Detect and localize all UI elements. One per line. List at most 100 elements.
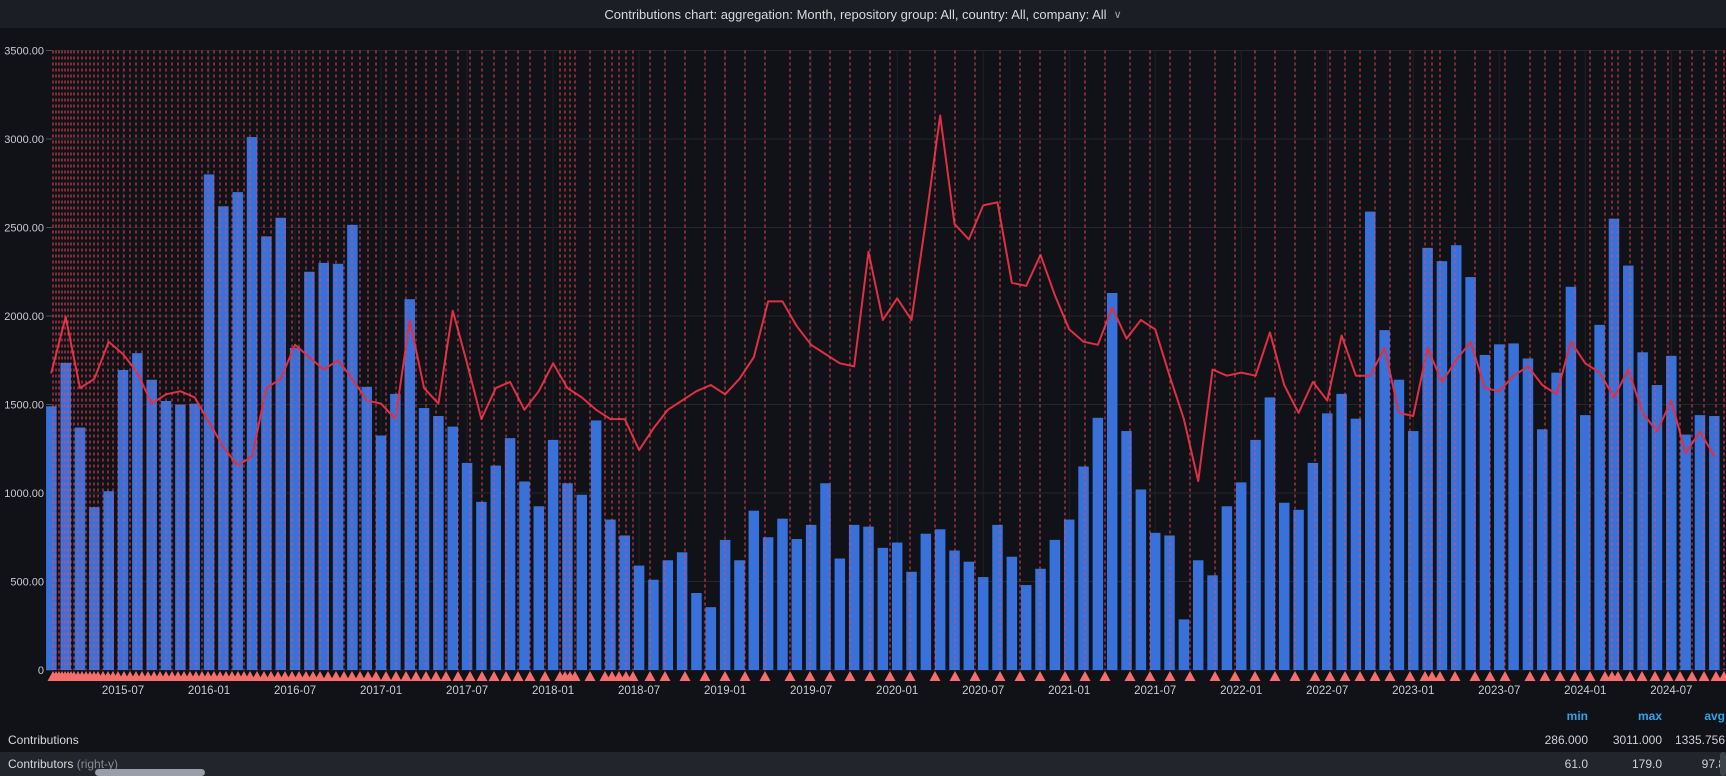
annotation-marker	[1309, 671, 1321, 681]
annotation-marker	[719, 671, 731, 681]
panel-header[interactable]: Contributions chart: aggregation: Month,…	[0, 0, 1726, 28]
contribution-bar	[261, 236, 272, 670]
annotation-marker	[464, 671, 476, 681]
y-axis-tick-label: 3000.00	[4, 134, 44, 146]
contribution-bar	[318, 262, 329, 670]
contribution-bar	[189, 403, 200, 670]
contribution-bar	[1465, 277, 1476, 670]
annotation-marker	[1434, 671, 1446, 681]
annotation-marker	[380, 671, 392, 681]
legend-row-contributions: Contributions 286.000 3011.000 1335.756	[0, 728, 1726, 752]
contribution-bar	[547, 439, 559, 670]
contribution-bar	[648, 579, 659, 670]
contribution-bar	[934, 529, 946, 670]
contribution-bar	[1307, 462, 1319, 670]
annotation-marker	[1636, 671, 1648, 681]
horizontal-scrollbar-thumb[interactable]	[95, 769, 205, 776]
annotation-marker	[1426, 671, 1438, 681]
annotation-marker	[804, 671, 816, 681]
legend-col-max[interactable]: max	[1637, 709, 1662, 723]
contribution-bar	[418, 408, 430, 670]
contribution-bar	[1092, 417, 1104, 670]
annotation-marker	[1524, 671, 1536, 681]
annotation-marker	[1269, 671, 1281, 681]
legend-series-contributions[interactable]: Contributions	[8, 733, 79, 747]
annotation-marker	[1229, 671, 1241, 681]
contribution-bar	[1393, 379, 1405, 670]
contributions-chart[interactable]: 0 500.00 1000.00 1500.00 2000.00 2500.00 3000.…	[0, 28, 1726, 704]
contribution-bar	[605, 519, 616, 670]
contribution-bar	[748, 510, 760, 670]
contribution-bar	[1192, 560, 1204, 670]
contribution-bar	[1637, 352, 1648, 670]
annotation-marker	[524, 671, 536, 681]
annotation-marker	[1499, 671, 1511, 681]
panel-title: Contributions chart: aggregation: Month,…	[604, 6, 1107, 22]
contribution-bar	[1364, 211, 1376, 670]
contribution-bar	[504, 438, 516, 670]
annotation-marker	[1034, 671, 1046, 681]
contribution-bar	[117, 369, 129, 670]
annotation-marker	[679, 671, 691, 681]
annotation-marker	[539, 671, 551, 681]
annotation-marker	[599, 671, 611, 681]
vertical-scrollbar-thumb[interactable]	[1720, 752, 1726, 776]
annotation-marker	[969, 671, 981, 681]
legend-col-min[interactable]: min	[1566, 709, 1588, 723]
contribution-bar	[848, 524, 860, 670]
right-y-note: (right-y)	[76, 757, 119, 771]
contribution-bar	[160, 400, 172, 670]
y-axis-tick-label: 1500.00	[4, 400, 44, 412]
chart-area[interactable]: 0 500.00 1000.00 1500.00 2000.00 2500.00 3000.…	[0, 28, 1726, 704]
contribution-bar	[1580, 415, 1591, 670]
contribution-bar	[920, 533, 932, 670]
contribution-bar	[1135, 489, 1147, 670]
legend-series-contributors[interactable]: Contributors (right-y)	[8, 757, 119, 771]
contributions-max: 3011.000	[1612, 733, 1662, 747]
annotation-marker	[1484, 671, 1496, 681]
y-axis-tick-label: 2000.00	[4, 311, 44, 323]
annotation-marker	[1569, 671, 1581, 681]
annotation-marker	[1584, 671, 1596, 681]
annotation-marker	[293, 671, 305, 681]
annotation-marker	[265, 671, 277, 681]
contribution-bar	[490, 465, 502, 670]
contribution-bar	[691, 593, 702, 670]
annotation-marker	[512, 671, 524, 681]
contribution-bar	[877, 547, 889, 670]
contribution-bar	[1680, 434, 1691, 670]
contribution-bar	[1379, 330, 1390, 670]
contribution-bar	[1106, 292, 1118, 670]
annotation-marker	[584, 671, 596, 681]
contribution-bar	[146, 379, 157, 670]
contribution-bar	[1149, 532, 1161, 670]
x-axis-tick-label: 2022-01	[1220, 685, 1262, 697]
annotation-marker	[884, 671, 896, 681]
annotation-marker	[1324, 671, 1336, 681]
x-axis-tick-label: 2017-01	[360, 685, 402, 697]
annotation-marker	[569, 671, 581, 681]
annotation-marker	[1124, 671, 1136, 681]
x-axis-tick-label: 2023-07	[1478, 685, 1520, 697]
x-axis-tick-label: 2020-07	[962, 685, 1004, 697]
legend-table: min max avg Contributions 286.000 3011.0…	[0, 704, 1726, 776]
annotation-marker	[322, 671, 334, 681]
annotation-marker	[430, 671, 442, 681]
annotation-marker	[1419, 671, 1431, 681]
contribution-bar	[533, 506, 545, 670]
x-axis-tick-label: 2020-01	[876, 685, 918, 697]
annotation-marker	[1339, 671, 1351, 681]
contribution-bar	[447, 426, 458, 670]
annotation-marker	[1059, 671, 1071, 681]
chevron-down-icon[interactable]: ∨	[1113, 8, 1122, 21]
legend-col-avg[interactable]: avg	[1704, 709, 1725, 723]
contribution-bar	[676, 552, 688, 670]
contribution-bar	[218, 206, 229, 670]
contribution-bar	[361, 386, 372, 670]
contribution-bar	[60, 362, 71, 670]
contribution-bar	[633, 565, 645, 670]
contribution-bar	[1035, 568, 1046, 670]
annotation-marker	[1099, 671, 1111, 681]
annotation-marker	[864, 671, 876, 681]
annotation-marker	[1686, 671, 1698, 681]
